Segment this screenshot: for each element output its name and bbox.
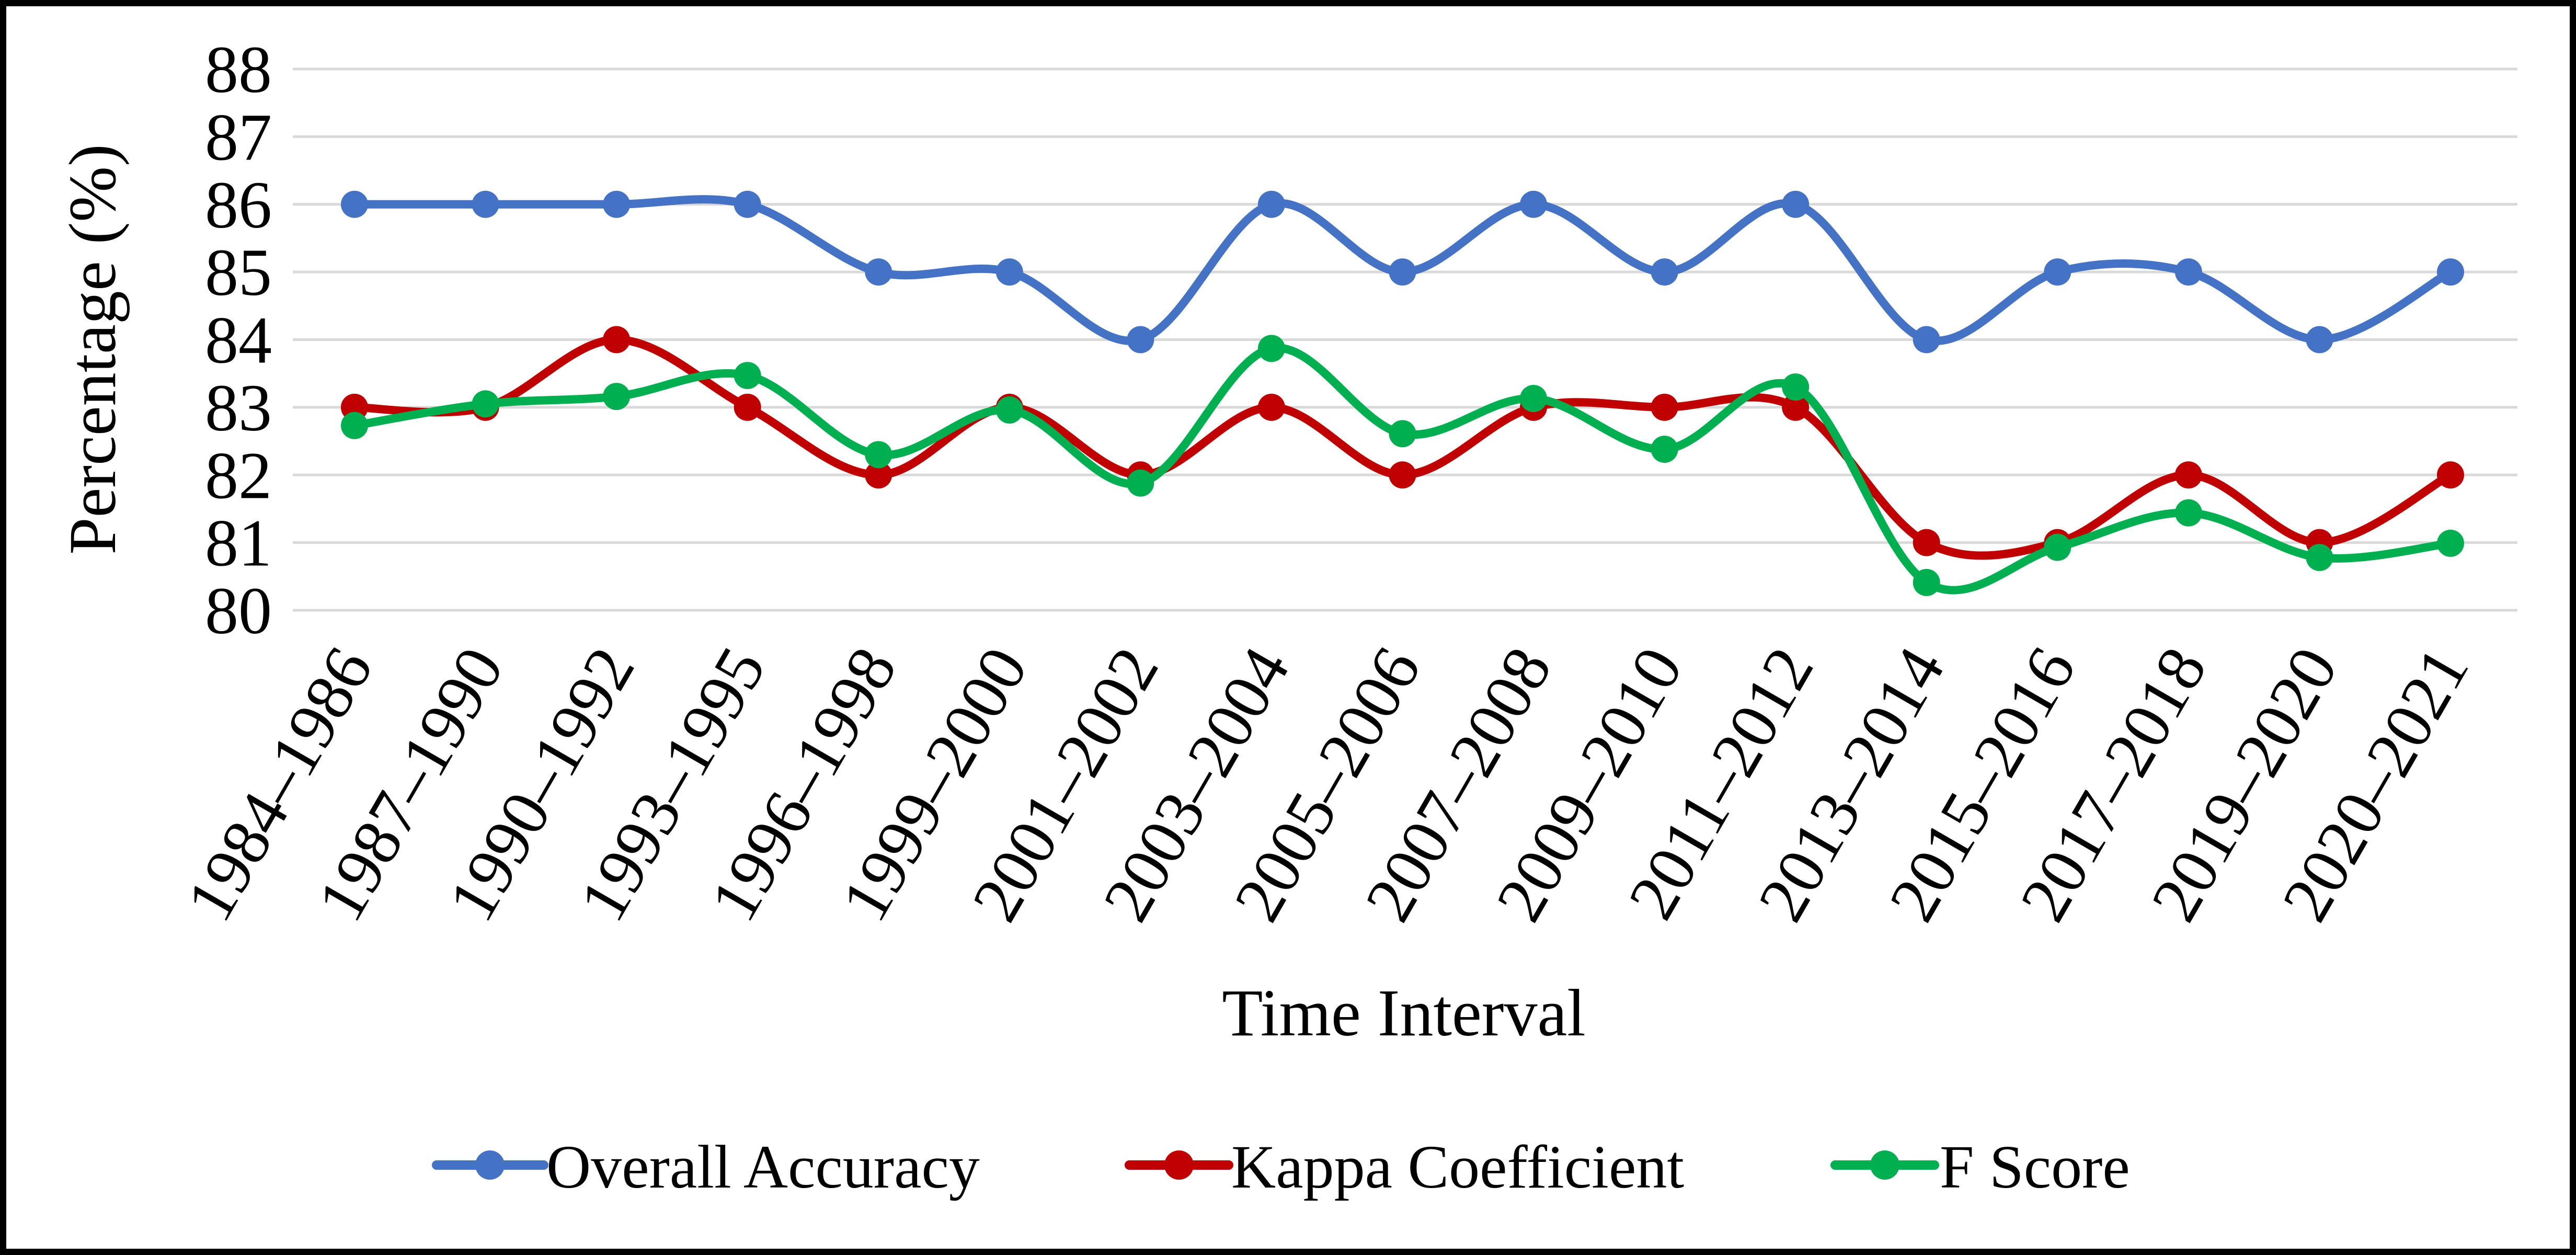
y-tick-label-81: 81 <box>205 506 272 580</box>
legend-item-f-score: F Score <box>1830 1133 2130 1201</box>
data-point-f-score-2015-2016 <box>2044 533 2071 561</box>
data-point-f-score-1996-1998 <box>865 441 892 469</box>
data-point-overall-accuracy-2007-2008 <box>1520 190 1548 218</box>
data-point-overall-accuracy-1990-1992 <box>603 190 631 218</box>
data-point-f-score-2013-2014 <box>1913 568 1940 596</box>
y-tick-label-82: 82 <box>205 438 272 512</box>
data-point-f-score-2001-2002 <box>1127 469 1154 497</box>
series-overall-accuracy <box>341 190 2464 353</box>
data-point-kappa-coefficient-2013-2014 <box>1913 529 1940 556</box>
data-point-kappa-coefficient-1993-1995 <box>734 393 761 421</box>
data-point-overall-accuracy-2015-2016 <box>2044 258 2071 286</box>
data-point-kappa-coefficient-2017-2018 <box>2174 461 2202 489</box>
data-point-kappa-coefficient-2005-2006 <box>1389 461 1416 489</box>
data-point-f-score-2005-2006 <box>1389 420 1416 448</box>
data-point-overall-accuracy-2011-2012 <box>1782 190 1810 218</box>
data-point-overall-accuracy-1984-1986 <box>341 190 368 218</box>
y-tick-label-83: 83 <box>205 371 272 445</box>
y-tick-label-88: 88 <box>205 32 272 107</box>
data-point-f-score-2009-2010 <box>1651 436 1678 463</box>
legend-marker-kappa-coefficient <box>1164 1150 1194 1180</box>
legend-item-overall-accuracy: Overall Accuracy <box>432 1133 980 1201</box>
data-point-overall-accuracy-2009-2010 <box>1651 258 1678 286</box>
data-point-f-score-2011-2012 <box>1782 373 1810 401</box>
y-tick-label-80: 80 <box>205 574 272 648</box>
data-point-overall-accuracy-2001-2002 <box>1127 326 1154 353</box>
y-tick-label-84: 84 <box>205 303 272 378</box>
data-point-f-score-1999-2000 <box>995 396 1023 424</box>
data-point-f-score-1987-1990 <box>472 390 499 418</box>
data-point-overall-accuracy-1993-1995 <box>734 190 761 218</box>
x-axis-title: Time Interval <box>1222 976 1586 1050</box>
data-point-overall-accuracy-1996-1998 <box>865 258 892 286</box>
data-point-overall-accuracy-2005-2006 <box>1389 258 1416 286</box>
y-tick-label-87: 87 <box>205 100 272 174</box>
data-point-f-score-2019-2020 <box>2306 544 2333 572</box>
series-layer <box>341 190 2464 596</box>
data-point-kappa-coefficient-2011-2012 <box>1782 393 1810 421</box>
data-point-kappa-coefficient-1996-1998 <box>865 461 892 489</box>
legend-marker-f-score <box>1870 1150 1899 1180</box>
data-point-kappa-coefficient-2003-2004 <box>1257 393 1285 421</box>
data-point-overall-accuracy-2020-2021 <box>2437 258 2464 286</box>
legend-item-kappa-coefficient: Kappa Coefficient <box>1125 1133 1684 1201</box>
grid-layer <box>293 67 2517 612</box>
data-point-overall-accuracy-1987-1990 <box>472 190 499 218</box>
legend-label-kappa-coefficient: Kappa Coefficient <box>1231 1133 1684 1201</box>
y-tick-label-85: 85 <box>205 235 272 310</box>
data-point-kappa-coefficient-1990-1992 <box>603 326 631 353</box>
data-point-f-score-1984-1986 <box>341 412 368 439</box>
y-tick-label-86: 86 <box>205 168 272 242</box>
data-point-f-score-1993-1995 <box>734 362 761 390</box>
legend-label-overall-accuracy: Overall Accuracy <box>546 1133 980 1201</box>
data-point-overall-accuracy-2003-2004 <box>1257 190 1285 218</box>
legend-marker-overall-accuracy <box>475 1150 505 1180</box>
y-axis-title: Percentage (%) <box>55 144 130 554</box>
data-point-overall-accuracy-2013-2014 <box>1913 326 1940 353</box>
legend-label-f-score: F Score <box>1940 1133 2130 1201</box>
data-point-kappa-coefficient-2020-2021 <box>2437 461 2464 489</box>
legend: Overall Accuracy Kappa Coefficient F Sco… <box>432 1133 2130 1201</box>
data-point-f-score-2007-2008 <box>1520 385 1548 413</box>
data-point-f-score-2003-2004 <box>1257 335 1285 362</box>
data-point-f-score-1990-1992 <box>603 383 631 410</box>
data-point-f-score-2020-2021 <box>2437 529 2464 557</box>
data-point-overall-accuracy-1999-2000 <box>995 258 1023 286</box>
data-point-f-score-2017-2018 <box>2174 499 2202 527</box>
x-axis-ticks: 1984–19861987–19901990–19921993–19951996… <box>172 635 2483 933</box>
series-f-score <box>341 335 2464 596</box>
data-point-kappa-coefficient-2009-2010 <box>1651 393 1678 421</box>
data-point-overall-accuracy-2019-2020 <box>2306 326 2333 353</box>
data-point-overall-accuracy-2017-2018 <box>2174 258 2202 286</box>
